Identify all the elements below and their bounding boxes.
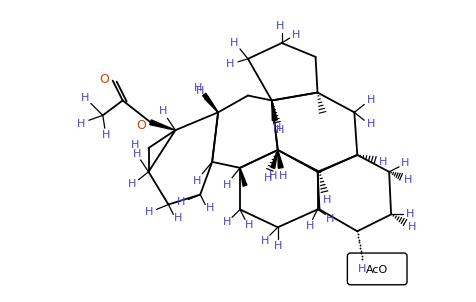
Polygon shape: [204, 96, 218, 112]
Polygon shape: [239, 168, 247, 186]
Text: H: H: [159, 106, 167, 116]
Text: H: H: [193, 176, 201, 186]
Text: H: H: [366, 95, 375, 105]
Text: H: H: [177, 197, 185, 207]
Text: H: H: [275, 21, 283, 31]
Text: H: H: [145, 207, 153, 217]
Text: H: H: [222, 217, 231, 227]
Text: H: H: [101, 130, 110, 140]
Text: H: H: [229, 38, 238, 48]
Text: H: H: [263, 173, 271, 183]
Text: H: H: [80, 94, 89, 104]
Text: H: H: [403, 175, 411, 185]
Text: H: H: [77, 119, 85, 129]
Text: H: H: [278, 171, 287, 181]
Text: H: H: [206, 204, 214, 214]
Text: H: H: [268, 171, 277, 181]
Text: O: O: [136, 119, 146, 132]
Text: O: O: [99, 73, 109, 86]
Polygon shape: [149, 120, 175, 130]
Text: H: H: [260, 236, 268, 246]
Text: H: H: [194, 82, 202, 93]
Polygon shape: [202, 93, 218, 112]
FancyBboxPatch shape: [347, 253, 406, 285]
Text: H: H: [400, 158, 408, 168]
Text: H: H: [174, 214, 182, 223]
Text: H: H: [132, 149, 140, 159]
Polygon shape: [270, 150, 277, 169]
Text: H: H: [130, 140, 139, 150]
Polygon shape: [271, 101, 277, 121]
Text: H: H: [275, 125, 283, 135]
Text: H: H: [405, 209, 413, 220]
Text: H: H: [326, 214, 334, 224]
Text: H: H: [127, 179, 136, 189]
Text: H: H: [357, 264, 366, 274]
Text: H: H: [323, 194, 331, 204]
Text: H: H: [244, 220, 253, 230]
Text: H: H: [222, 180, 231, 190]
Text: AcO: AcO: [365, 265, 387, 275]
Text: H: H: [196, 85, 204, 95]
Text: H: H: [272, 123, 280, 133]
Text: H: H: [291, 30, 299, 40]
Text: H: H: [305, 221, 313, 231]
Text: H: H: [407, 222, 415, 232]
Text: H: H: [366, 119, 375, 129]
Polygon shape: [277, 150, 283, 168]
Text: H: H: [378, 157, 387, 167]
Text: H: H: [226, 59, 234, 69]
Text: H: H: [273, 241, 281, 251]
